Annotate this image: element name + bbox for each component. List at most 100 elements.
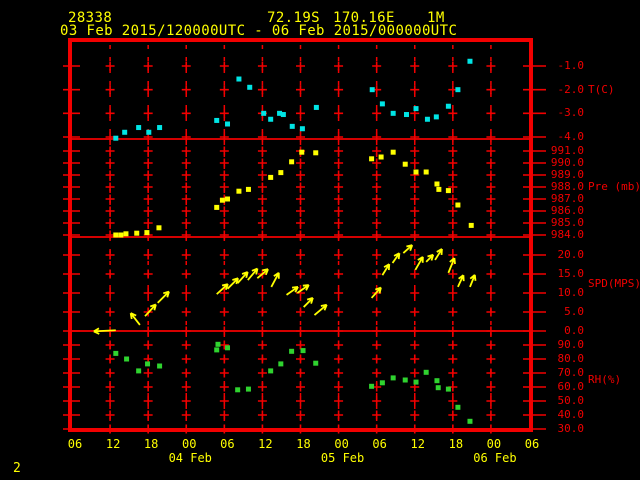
y-tick-label: 988.0 bbox=[550, 180, 584, 193]
pressure-point bbox=[413, 169, 419, 175]
x-date-label: 06 Feb bbox=[473, 451, 517, 465]
relative_humidity-point bbox=[423, 369, 429, 375]
x-hour-label: 06 bbox=[220, 437, 235, 451]
relative_humidity-point bbox=[467, 418, 473, 424]
pressure-point bbox=[118, 232, 124, 238]
y-tick-label: -4.0 bbox=[557, 130, 585, 143]
relative_humidity-point bbox=[235, 387, 241, 393]
pressure-point bbox=[369, 156, 375, 162]
relative_humidity-point bbox=[215, 341, 221, 347]
wind-arrow bbox=[286, 285, 299, 296]
pressure-point bbox=[455, 202, 461, 208]
temperature-point bbox=[157, 125, 163, 131]
pressure-point bbox=[236, 188, 242, 194]
y-tick-label: -1.0 bbox=[557, 59, 585, 72]
wind-arrow bbox=[216, 283, 229, 295]
pressure-point bbox=[225, 196, 231, 202]
x-date-label: 04 Feb bbox=[168, 451, 212, 465]
y-tick-label: -2.0 bbox=[557, 82, 585, 96]
x-hour-label: 12 bbox=[410, 437, 425, 451]
temperature-point bbox=[467, 58, 473, 64]
y-tick-label: 20.0 bbox=[557, 248, 585, 261]
time-range-label: 03 Feb 2015/120000UTC - 06 Feb 2015/0000… bbox=[60, 23, 458, 39]
temperature-point bbox=[146, 129, 152, 135]
relative_humidity-point bbox=[225, 345, 231, 351]
y-tick-label: 985.0 bbox=[550, 216, 584, 229]
relative_humidity-point bbox=[413, 379, 419, 385]
latitude-label: 72.19S bbox=[267, 10, 320, 26]
x-hour-label: 06 bbox=[67, 437, 83, 451]
wind-arrow bbox=[247, 267, 259, 281]
plot-border bbox=[68, 38, 533, 432]
pressure-point bbox=[219, 197, 225, 203]
pressure-point bbox=[278, 170, 284, 176]
relative_humidity-point bbox=[402, 377, 408, 383]
y-tick-label: 991.0 bbox=[550, 144, 584, 157]
y-tick-label: 0.0 bbox=[564, 324, 584, 337]
wind-arrow bbox=[425, 253, 435, 263]
relative_humidity-point bbox=[113, 350, 119, 356]
wind-arrow bbox=[447, 257, 456, 274]
x-hour-label: 06 bbox=[524, 437, 540, 451]
elevation-label: 1M bbox=[427, 10, 445, 26]
relative_humidity-point bbox=[445, 386, 451, 392]
pressure-point bbox=[390, 149, 396, 155]
pressure-point bbox=[214, 204, 220, 210]
temperature-point bbox=[113, 135, 119, 141]
temperature-point bbox=[313, 104, 319, 110]
pressure-point bbox=[434, 181, 440, 187]
temperature-axis-label: T(C) bbox=[588, 82, 615, 96]
wind-arrow bbox=[414, 256, 424, 271]
relative_humidity-point bbox=[369, 383, 375, 389]
relative_humidity-point bbox=[145, 361, 151, 367]
temperature-point bbox=[424, 116, 430, 122]
x-hour-label: 00 bbox=[182, 437, 197, 451]
wind_speed-series bbox=[93, 244, 477, 335]
y-tick-label: 989.0 bbox=[550, 168, 584, 181]
pressure-point bbox=[123, 231, 129, 237]
temperature-point bbox=[122, 129, 128, 135]
station-id: 28338 bbox=[68, 10, 113, 26]
temperature-series bbox=[113, 58, 473, 141]
relative_humidity-point bbox=[289, 348, 295, 354]
temperature-point bbox=[261, 110, 267, 116]
temperature-point bbox=[390, 110, 396, 116]
pressure-point bbox=[468, 222, 474, 228]
pressure-point bbox=[245, 186, 251, 192]
relative_humidity-point bbox=[390, 375, 396, 381]
y-tick-label: 984.0 bbox=[550, 228, 584, 241]
page-number: 2 bbox=[13, 461, 21, 476]
relative_humidity-point bbox=[379, 380, 385, 386]
wind-arrow bbox=[402, 244, 414, 254]
y-tick-label: 70.0 bbox=[557, 366, 585, 379]
x-hour-label: 00 bbox=[486, 437, 502, 451]
temperature-point bbox=[455, 87, 461, 93]
relative_humidity-series bbox=[113, 341, 473, 424]
relative_humidity-axis-label: RH(%) bbox=[588, 373, 622, 386]
temperature-point bbox=[369, 87, 375, 93]
y-tick-label: 80.0 bbox=[557, 352, 585, 365]
y-tick-label: 40.0 bbox=[557, 408, 585, 421]
pressure-point bbox=[436, 186, 442, 192]
x-hour-label: 18 bbox=[296, 437, 311, 451]
x-hour-label: 12 bbox=[258, 437, 273, 451]
wind-arrow bbox=[381, 263, 391, 276]
relative_humidity-point bbox=[435, 385, 441, 391]
wind_speed-axis-label: SPD(MPS) bbox=[588, 276, 640, 290]
relative_humidity-point bbox=[245, 386, 251, 392]
x-hour-label: 18 bbox=[143, 437, 159, 451]
wind-arrow bbox=[226, 277, 239, 290]
temperature-point bbox=[236, 76, 242, 82]
relative_humidity-point bbox=[136, 368, 142, 374]
wind-arrow bbox=[434, 248, 443, 261]
temperature-point bbox=[445, 103, 451, 109]
wind-arrow bbox=[296, 284, 310, 294]
temperature-point bbox=[403, 112, 409, 118]
longitude-label: 170.16E bbox=[333, 10, 395, 26]
y-tick-label: 50.0 bbox=[557, 394, 585, 407]
x-hour-label: 18 bbox=[448, 437, 464, 451]
relative_humidity-point bbox=[268, 368, 274, 374]
y-tick-label: 60.0 bbox=[557, 380, 585, 393]
wind-arrow bbox=[391, 252, 401, 264]
